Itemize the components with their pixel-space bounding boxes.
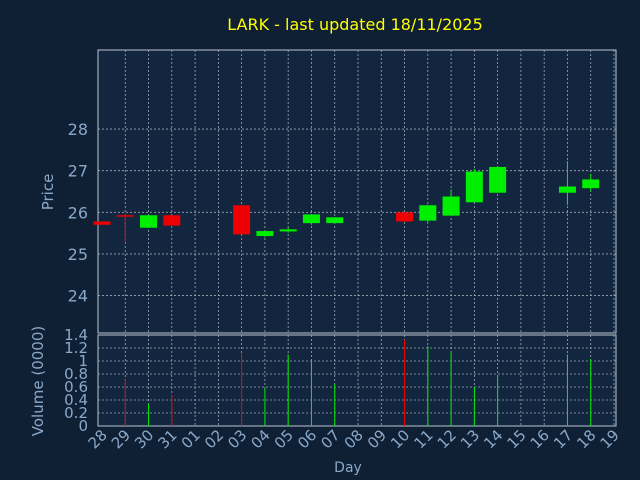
volume-tick-label: 1.2 — [64, 339, 88, 357]
candle-body-06 — [302, 214, 320, 224]
price-tick-label: 25 — [68, 245, 88, 264]
price-axis-label: Price — [39, 174, 57, 211]
candle-body-29 — [116, 215, 134, 217]
candle-body-12 — [442, 196, 460, 216]
candle-body-03 — [233, 205, 251, 235]
volume-tick-label: 1 — [78, 352, 88, 370]
x-axis: 2829303101020304050607080910111213141516… — [85, 426, 623, 452]
candle-body-10 — [396, 212, 414, 222]
price-panel — [97, 49, 617, 334]
volume-tick-label: 0.6 — [64, 378, 88, 396]
candle-body-18 — [582, 179, 600, 189]
price-y-axis: 24 25 26 27 28 — [68, 120, 88, 305]
x-axis-label: Day — [334, 460, 362, 476]
volume-tick-label: 1.4 — [64, 326, 88, 344]
chart-title: LARK - last updated 18/11/2025 — [227, 15, 483, 34]
candle-body-14 — [489, 166, 507, 193]
candle-body-13 — [465, 171, 483, 203]
candle-body-30 — [140, 215, 158, 228]
candle-body-05 — [279, 229, 297, 232]
candle-body-04 — [256, 231, 274, 237]
volume-y-axis: 00.20.40.60.811.21.4 — [64, 326, 88, 435]
price-tick-label: 26 — [68, 203, 88, 222]
candle-body-28 — [93, 221, 111, 225]
candle-body-11 — [419, 205, 437, 221]
candle-body-17 — [558, 186, 576, 193]
price-tick-label: 27 — [68, 162, 88, 181]
volume-tick-label: 0.8 — [64, 365, 88, 383]
price-tick-label: 24 — [68, 287, 88, 306]
volume-tick-label: 0.2 — [64, 404, 88, 422]
volume-panel — [97, 334, 617, 427]
volume-axis-label: Volume (0000) — [29, 326, 47, 436]
price-candles — [93, 161, 600, 243]
volume-bars — [124, 339, 592, 426]
candle-body-31 — [163, 215, 181, 226]
volume-tick-label: 0.4 — [64, 391, 88, 409]
candle-body-07 — [326, 217, 344, 224]
volume-tick-label: 0 — [78, 417, 88, 435]
price-tick-label: 28 — [68, 120, 88, 139]
